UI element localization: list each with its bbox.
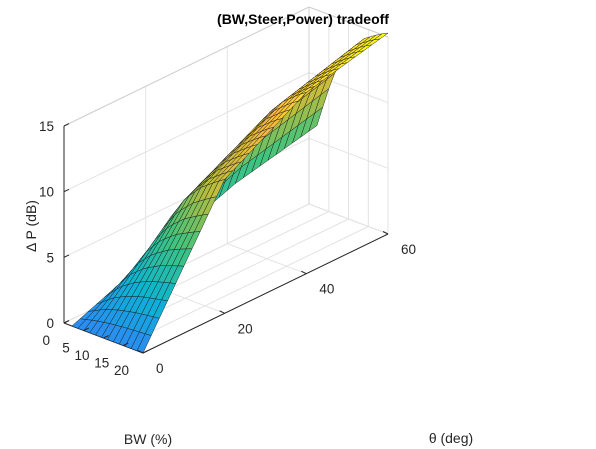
chart-title: (BW,Steer,Power) tradeoff bbox=[217, 11, 389, 27]
surface-plot bbox=[71, 32, 389, 354]
theta-tick-mark bbox=[219, 310, 225, 314]
bw-axis-label: BW (%) bbox=[124, 431, 172, 447]
bw-tick-mark bbox=[83, 327, 89, 331]
theta-axis-label: θ (deg) bbox=[429, 430, 473, 446]
bw-tick-label: 20 bbox=[114, 363, 129, 378]
box-edge bbox=[308, 6, 389, 38]
theta-tick-label: 60 bbox=[401, 242, 416, 257]
box-edge bbox=[63, 6, 310, 127]
theta-tick-label: 40 bbox=[319, 282, 334, 297]
theta-tick-label: 0 bbox=[156, 361, 164, 376]
grid-line-bw bbox=[103, 22, 349, 339]
bw-tick-mark bbox=[63, 320, 70, 324]
bw-tick-mark bbox=[103, 335, 109, 339]
theta-tick-label: 20 bbox=[238, 321, 253, 336]
z-tick-mark bbox=[63, 123, 70, 127]
z-tick-label: 15 bbox=[39, 119, 54, 134]
bw-tick-label: 0 bbox=[42, 333, 50, 348]
theta-tick-mark bbox=[137, 350, 144, 354]
z-tick-label: 10 bbox=[39, 185, 54, 200]
z-tick-label: 0 bbox=[46, 316, 54, 331]
theta-tick-mark bbox=[301, 270, 307, 275]
bw-tick-label: 15 bbox=[94, 356, 109, 371]
z-tick-label: 5 bbox=[46, 250, 54, 265]
bw-tick-mark bbox=[142, 350, 149, 354]
grid-line-bw bbox=[123, 29, 369, 346]
z-tick-mark bbox=[63, 254, 70, 258]
theta-axis-line bbox=[142, 233, 389, 354]
bw-tick-label: 5 bbox=[62, 341, 70, 356]
z-tick-mark bbox=[63, 188, 70, 193]
z-axis-label: Δ P (dB) bbox=[23, 200, 39, 252]
bw-tick-mark bbox=[123, 342, 129, 346]
bw-tick-label: 10 bbox=[74, 348, 89, 363]
theta-tick-mark bbox=[382, 231, 389, 235]
back-wall-bw bbox=[64, 7, 309, 323]
